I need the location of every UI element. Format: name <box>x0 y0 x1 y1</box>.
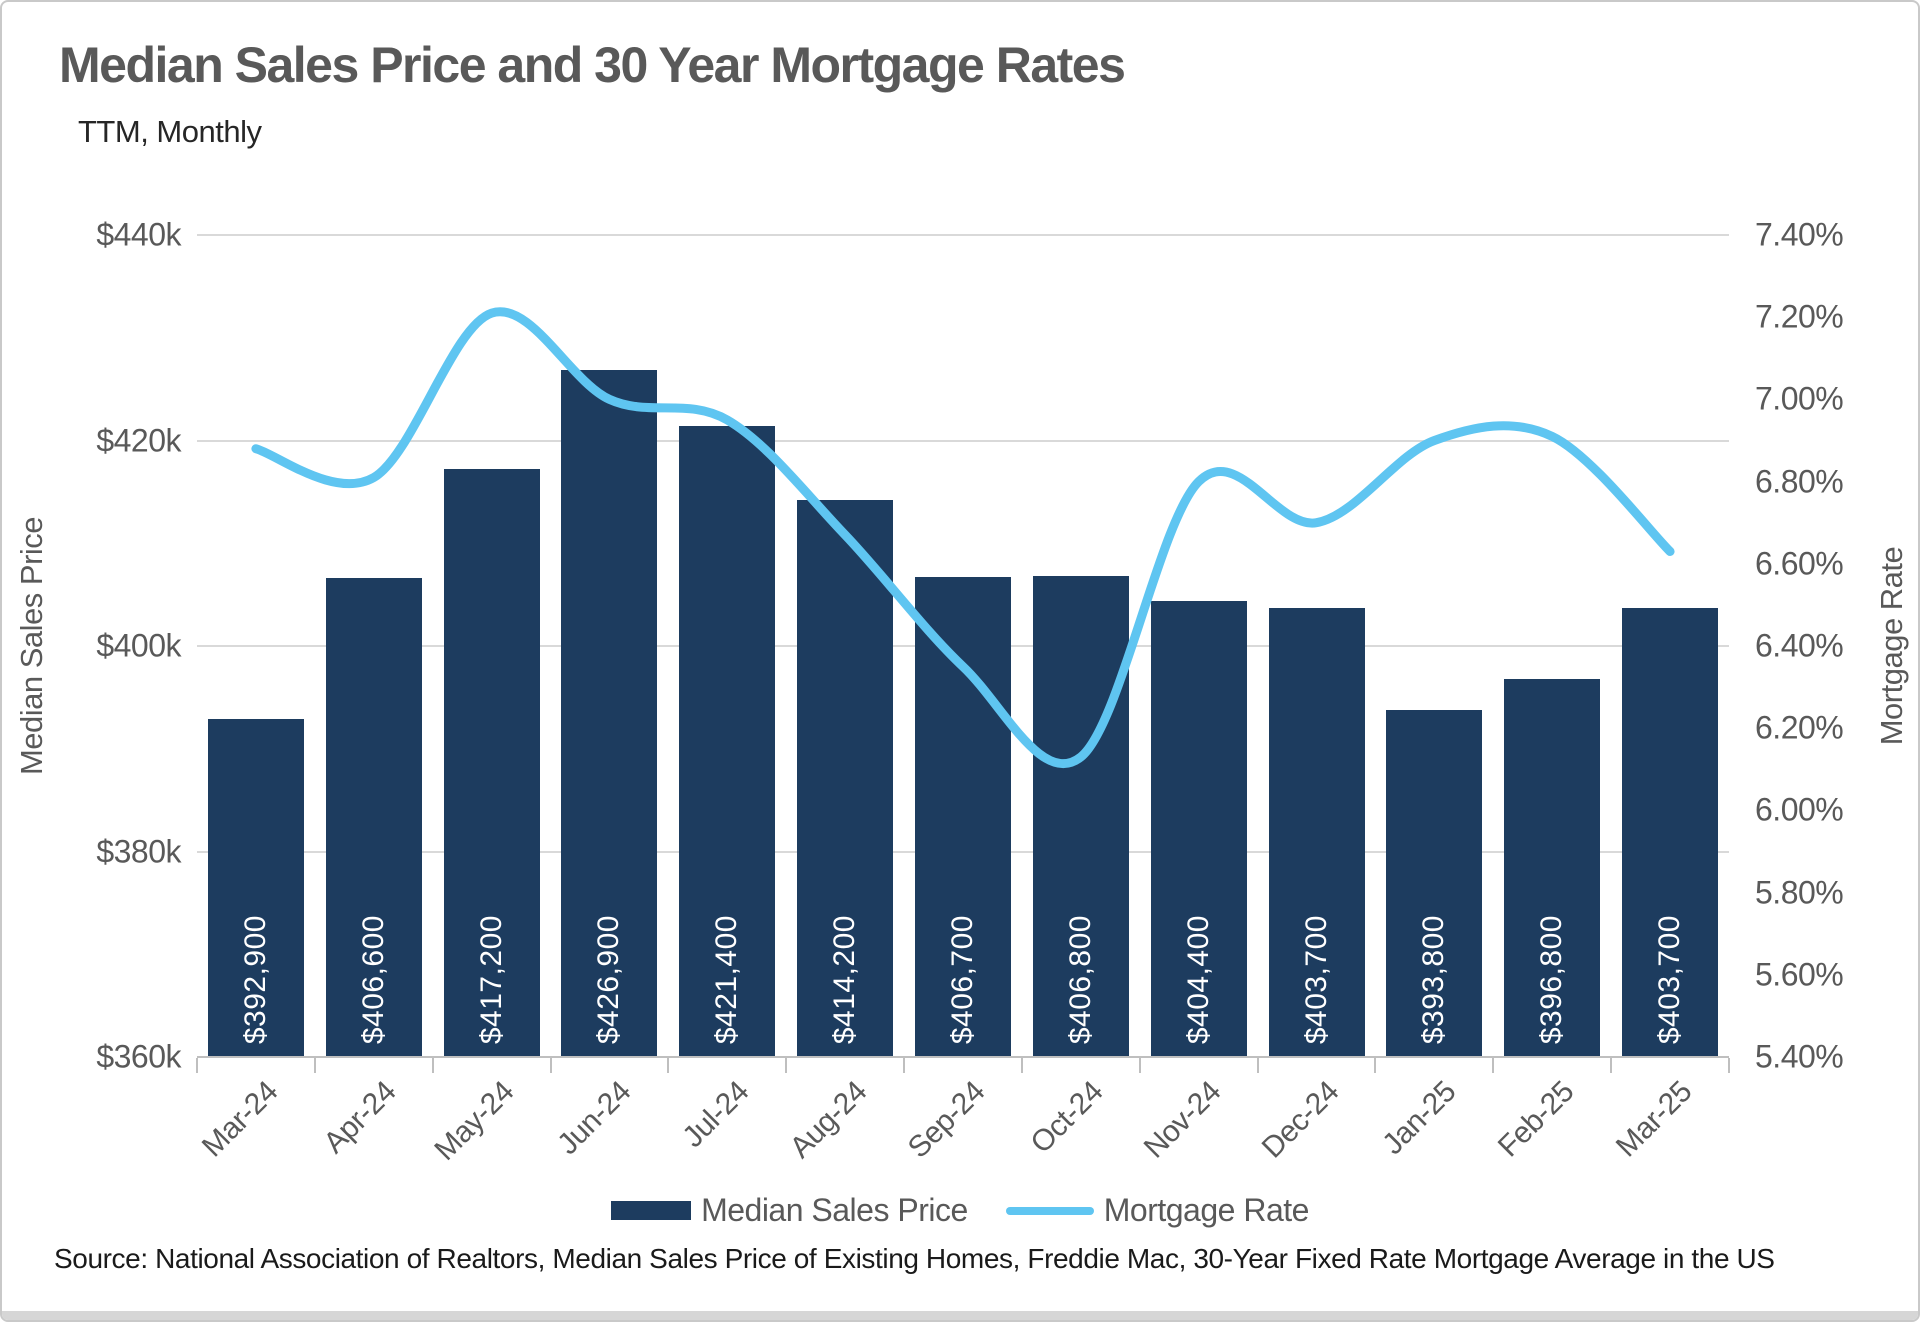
x-axis-tick-mark <box>903 1058 906 1073</box>
x-axis-tick-mark <box>1610 1058 1613 1073</box>
x-axis-tick-mark <box>313 1058 316 1073</box>
bar-value-label: $406,700 <box>946 914 979 1044</box>
x-axis-tick-mark <box>1492 1058 1495 1073</box>
gridline <box>197 234 1729 236</box>
bar-value-label: $414,200 <box>828 914 862 1044</box>
bar-value-label: $396,800 <box>1535 914 1569 1044</box>
right-axis-tick-label: 6.80% <box>1755 463 1844 500</box>
bar-value-label: $421,400 <box>710 914 744 1044</box>
x-axis-tick-mark <box>1020 1058 1023 1073</box>
bar-value-label: $403,700 <box>1653 914 1687 1044</box>
bar-value-label: $403,700 <box>1299 914 1333 1044</box>
right-axis-tick-label: 5.80% <box>1755 874 1844 911</box>
bar-Nov-24: $404,400 <box>1150 600 1247 1057</box>
left-axis-tick-label: $420k <box>96 422 181 458</box>
right-axis-tick-label: 7.40% <box>1755 216 1844 253</box>
bar-value-label: $426,900 <box>592 914 626 1044</box>
x-axis-tick-mark <box>785 1058 788 1073</box>
bar-Jul-24: $421,400 <box>679 426 776 1057</box>
bar-value-label: $406,800 <box>1063 914 1097 1044</box>
x-axis-tick-mark <box>1256 1058 1259 1073</box>
x-axis-tick-mark <box>549 1058 552 1073</box>
x-axis-label-Jun-24: Jun-24 <box>551 1075 638 1162</box>
x-axis-line <box>197 1056 1729 1058</box>
x-axis-tick-mark <box>196 1058 198 1073</box>
bar-value-label: $392,900 <box>238 914 272 1044</box>
x-axis-tick-mark <box>1138 1058 1141 1073</box>
bar-May-24: $417,200 <box>443 469 540 1057</box>
x-axis-label-Dec-24: Dec-24 <box>1255 1075 1345 1165</box>
x-axis-tick-mark <box>1374 1058 1377 1073</box>
legend-bar-label: Median Sales Price <box>701 1192 968 1228</box>
bar-Mar-25: $403,700 <box>1622 607 1719 1057</box>
left-axis-tick-label: $380k <box>96 833 181 869</box>
x-axis-label-Mar-25: Mar-25 <box>1609 1075 1699 1164</box>
left-axis-tick-label: $360k <box>96 1038 181 1075</box>
x-axis-label-Sep-24: Sep-24 <box>901 1075 992 1165</box>
chart-title: Median Sales Price and 30 Year Mortgage … <box>59 37 1126 93</box>
legend-line-label: Mortgage Rate <box>1103 1192 1310 1228</box>
legend-line-swatch-icon <box>1005 1206 1094 1215</box>
left-axis-tick-label: $400k <box>96 627 181 664</box>
source-note: Source: National Association of Realtors… <box>54 1243 1775 1274</box>
right-axis-tick-label: 5.60% <box>1755 956 1844 993</box>
bar-Apr-24: $406,600 <box>325 578 422 1057</box>
bar-Oct-24: $406,800 <box>1032 576 1129 1057</box>
legend-bar-swatch-icon <box>611 1201 692 1220</box>
bar-Jan-25: $393,800 <box>1386 709 1483 1057</box>
bar-value-label: $404,400 <box>1181 914 1215 1044</box>
x-axis-label-Feb-25: Feb-25 <box>1492 1075 1581 1164</box>
bar-value-label: $393,800 <box>1417 914 1451 1044</box>
chart-subtitle: TTM, Monthly <box>78 114 262 149</box>
bar-Aug-24: $414,200 <box>797 500 894 1057</box>
x-axis-label-Jul-24: Jul-24 <box>676 1075 756 1154</box>
x-axis-label-Apr-24: Apr-24 <box>317 1075 403 1160</box>
legend: Median Sales Price Mortgage Rate <box>2 1192 1918 1229</box>
bar-Mar-24: $392,900 <box>207 718 304 1057</box>
left-axis-tick-label: $440k <box>96 216 181 253</box>
right-axis-tick-label: 7.00% <box>1755 380 1844 417</box>
right-axis-tick-label: 6.00% <box>1755 791 1844 828</box>
x-axis-label-Aug-24: Aug-24 <box>783 1075 874 1165</box>
x-axis-tick-mark <box>431 1058 434 1073</box>
bar-Jun-24: $426,900 <box>561 369 658 1057</box>
right-axis-tick-label: 5.40% <box>1755 1038 1844 1075</box>
right-axis-tick-label: 6.40% <box>1755 627 1844 664</box>
plot-area: $392,900 $406,600 $417,200 $426,900 $421,400… <box>197 234 1729 1057</box>
right-axis-tick-label: 6.20% <box>1755 709 1844 746</box>
right-axis-tick-label: 7.20% <box>1755 298 1844 335</box>
x-axis-label-Oct-24: Oct-24 <box>1024 1075 1110 1160</box>
x-axis-label-Jan-25: Jan-25 <box>1376 1075 1463 1162</box>
x-axis-label-May-24: May-24 <box>427 1075 520 1167</box>
gridline <box>197 439 1729 442</box>
bar-Sep-24: $406,700 <box>915 577 1011 1057</box>
x-axis-label-Mar-24: Mar-24 <box>195 1075 285 1164</box>
x-axis-tick-mark <box>667 1058 670 1073</box>
bar-value-label: $417,200 <box>474 914 508 1044</box>
frame-bottom-strip <box>2 1311 1918 1320</box>
right-axis-tick-label: 6.60% <box>1755 545 1844 582</box>
x-axis-label-Nov-24: Nov-24 <box>1137 1075 1228 1165</box>
bar-value-label: $406,600 <box>356 914 390 1044</box>
bar-Feb-25: $396,800 <box>1504 678 1601 1057</box>
bar-Dec-24: $403,700 <box>1268 607 1365 1057</box>
x-axis-tick-mark <box>1728 1058 1730 1073</box>
